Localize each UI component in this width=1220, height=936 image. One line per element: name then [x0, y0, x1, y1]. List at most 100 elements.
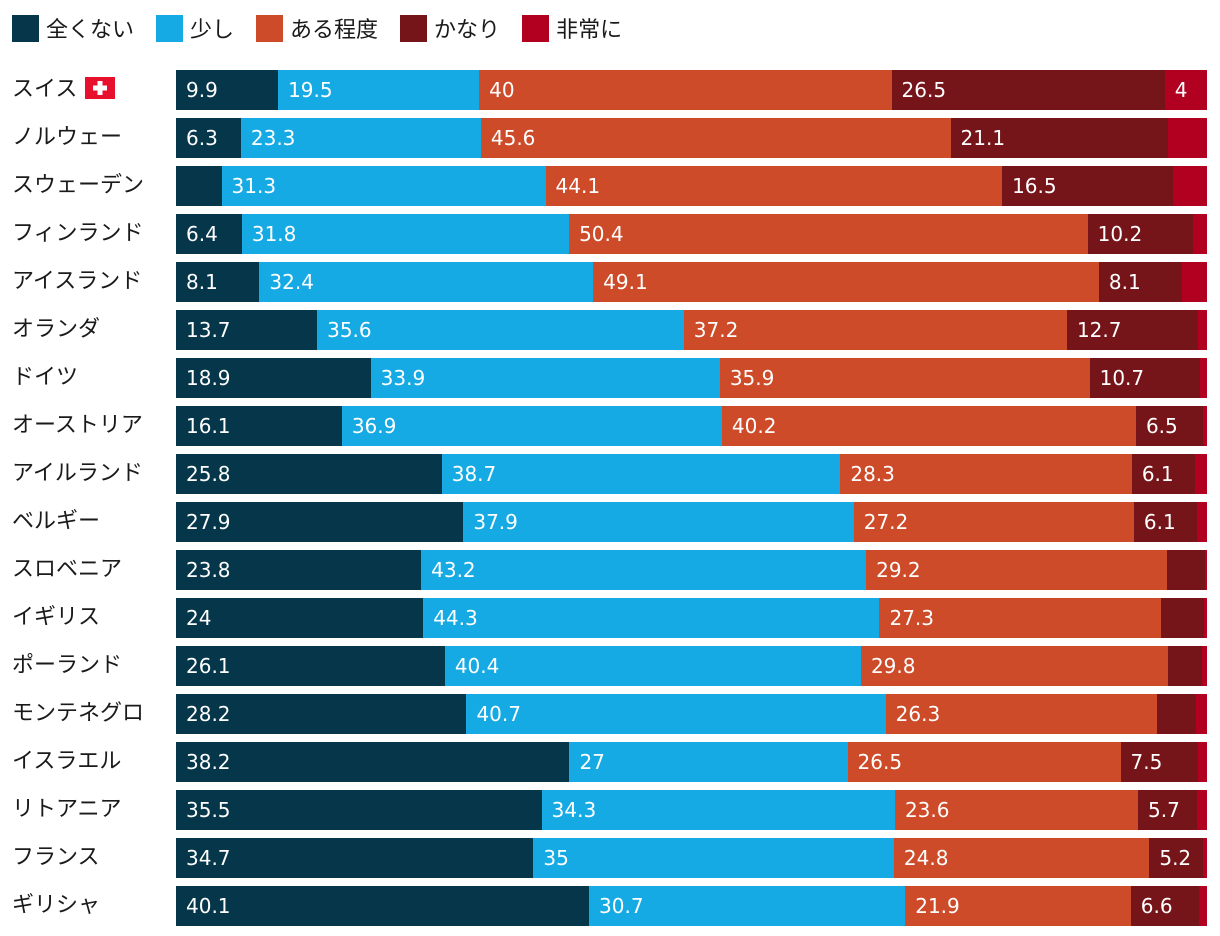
- data-label: 31.8: [251, 222, 297, 246]
- data-label: 38.7: [451, 462, 497, 486]
- data-label: 5.2: [1159, 846, 1192, 870]
- data-label: 16.1: [186, 414, 231, 438]
- bar-segment: 31.3: [221, 166, 547, 206]
- bar-segment: 27: [569, 742, 849, 782]
- bar-segment: [1167, 646, 1203, 686]
- bar-segment: 27.9: [176, 502, 464, 542]
- bar-segment: 24.8: [893, 838, 1150, 878]
- legend-label: かなり: [434, 18, 501, 43]
- data-label: 40.2: [731, 414, 777, 438]
- bar-segment: 44.1: [545, 166, 1003, 206]
- bar-segment: 5.7: [1138, 790, 1198, 830]
- legend-item: 少し: [156, 12, 234, 44]
- bar-segment: 16.1: [176, 406, 343, 446]
- data-label: 26.1: [186, 654, 231, 678]
- category-label: アイスランド: [12, 269, 143, 294]
- bar-segment: 28.3: [840, 454, 1133, 494]
- category-label: スウェーデン: [12, 173, 145, 198]
- bar-segment: 18.9: [176, 358, 372, 398]
- data-label: 6.4: [186, 222, 218, 246]
- data-label: 34.3: [551, 798, 597, 822]
- bar-segment: [1194, 454, 1207, 494]
- bar-segment: 13.7: [176, 310, 318, 350]
- bar-segment: [1182, 262, 1207, 302]
- legend-swatch: [156, 14, 184, 42]
- bar-segment: 43.2: [421, 550, 867, 590]
- data-label: 9.9: [186, 78, 218, 102]
- bar-segment: [1202, 406, 1207, 446]
- bar-segment: 6.5: [1135, 406, 1204, 446]
- category-label: フィンランド: [12, 221, 144, 246]
- data-label: 35.6: [327, 318, 372, 342]
- legend-label: 全くない: [46, 18, 135, 43]
- bar-segment: 6.1: [1131, 454, 1196, 494]
- data-label: 28.2: [186, 702, 231, 726]
- bar-segment: [1160, 598, 1205, 638]
- legend-swatch: [400, 14, 428, 42]
- bar-segment: 23.6: [894, 790, 1139, 830]
- bar-segment: 40.7: [466, 694, 887, 734]
- bar-segment: [1167, 118, 1207, 158]
- bar-segment: 31.8: [241, 214, 570, 254]
- bar-segment: 50.4: [569, 214, 1089, 254]
- legend-item: 非常に: [522, 12, 622, 44]
- bar-segment: 6.3: [176, 118, 242, 158]
- data-label: 23.3: [250, 126, 296, 150]
- data-label: 21.9: [915, 894, 960, 918]
- bar-segment: 26.5: [847, 742, 1122, 782]
- data-label: 34.7: [186, 846, 231, 870]
- bar-segment: 35.6: [317, 310, 685, 350]
- bar-segment: [1172, 166, 1207, 206]
- category-label: ノルウェー: [12, 125, 123, 150]
- bar-segment: 6.6: [1130, 886, 1200, 926]
- bar-segment: [1197, 310, 1207, 350]
- data-label: 26.5: [857, 750, 903, 774]
- legend-label: 非常に: [556, 18, 623, 43]
- bar-segment: [1156, 694, 1197, 734]
- data-label: 18.9: [186, 366, 231, 390]
- bar-segment: 21.1: [950, 118, 1169, 158]
- data-label: 35.5: [186, 798, 231, 822]
- data-label: 21.1: [960, 126, 1006, 150]
- data-label: 8.1: [186, 270, 218, 294]
- data-label: 6.1: [1143, 510, 1176, 534]
- data-label: 5.7: [1148, 798, 1180, 822]
- legend-item: かなり: [400, 12, 500, 44]
- data-label: 31.3: [231, 174, 277, 198]
- bar-segment: 40.4: [444, 646, 862, 686]
- bar-segment: 23.8: [176, 550, 422, 590]
- category-label: ベルギー: [12, 509, 101, 534]
- data-label: 16.5: [1012, 174, 1057, 198]
- data-label: 6.5: [1145, 414, 1178, 438]
- data-label: 43.2: [431, 558, 476, 582]
- data-label: 6.3: [186, 126, 218, 150]
- category-label: リトアニア: [12, 797, 122, 822]
- data-label: 19.5: [288, 78, 333, 102]
- data-label: 49.1: [603, 270, 648, 294]
- data-label: 27: [579, 750, 605, 774]
- bar-segment: 40: [479, 70, 893, 110]
- bar-segment: 34.7: [176, 838, 534, 878]
- data-label: 40.1: [186, 894, 231, 918]
- data-label: 44.1: [555, 174, 601, 198]
- data-label: 44.3: [433, 606, 478, 630]
- legend-swatch: [522, 14, 550, 42]
- bar-segment: [1204, 550, 1207, 590]
- data-label: 38.2: [186, 750, 231, 774]
- bar-segment: 27.2: [853, 502, 1135, 542]
- bar-segment: [1196, 790, 1207, 830]
- data-label: 24.8: [903, 846, 949, 870]
- category-label: ポーランド: [12, 653, 123, 678]
- bar-segment: 33.9: [370, 358, 721, 398]
- data-label: 37.9: [473, 510, 518, 534]
- category-label: オランダ: [12, 317, 101, 342]
- data-label: 33.9: [380, 366, 426, 390]
- data-label: 45.6: [490, 126, 536, 150]
- bar-segment: 26.5: [891, 70, 1166, 110]
- bar-segment: 10.7: [1089, 358, 1201, 398]
- data-label: 29.8: [870, 654, 916, 678]
- data-label: 29.2: [876, 558, 921, 582]
- category-label: イスラエル: [12, 749, 122, 774]
- bar-segment: 40.1: [176, 886, 590, 926]
